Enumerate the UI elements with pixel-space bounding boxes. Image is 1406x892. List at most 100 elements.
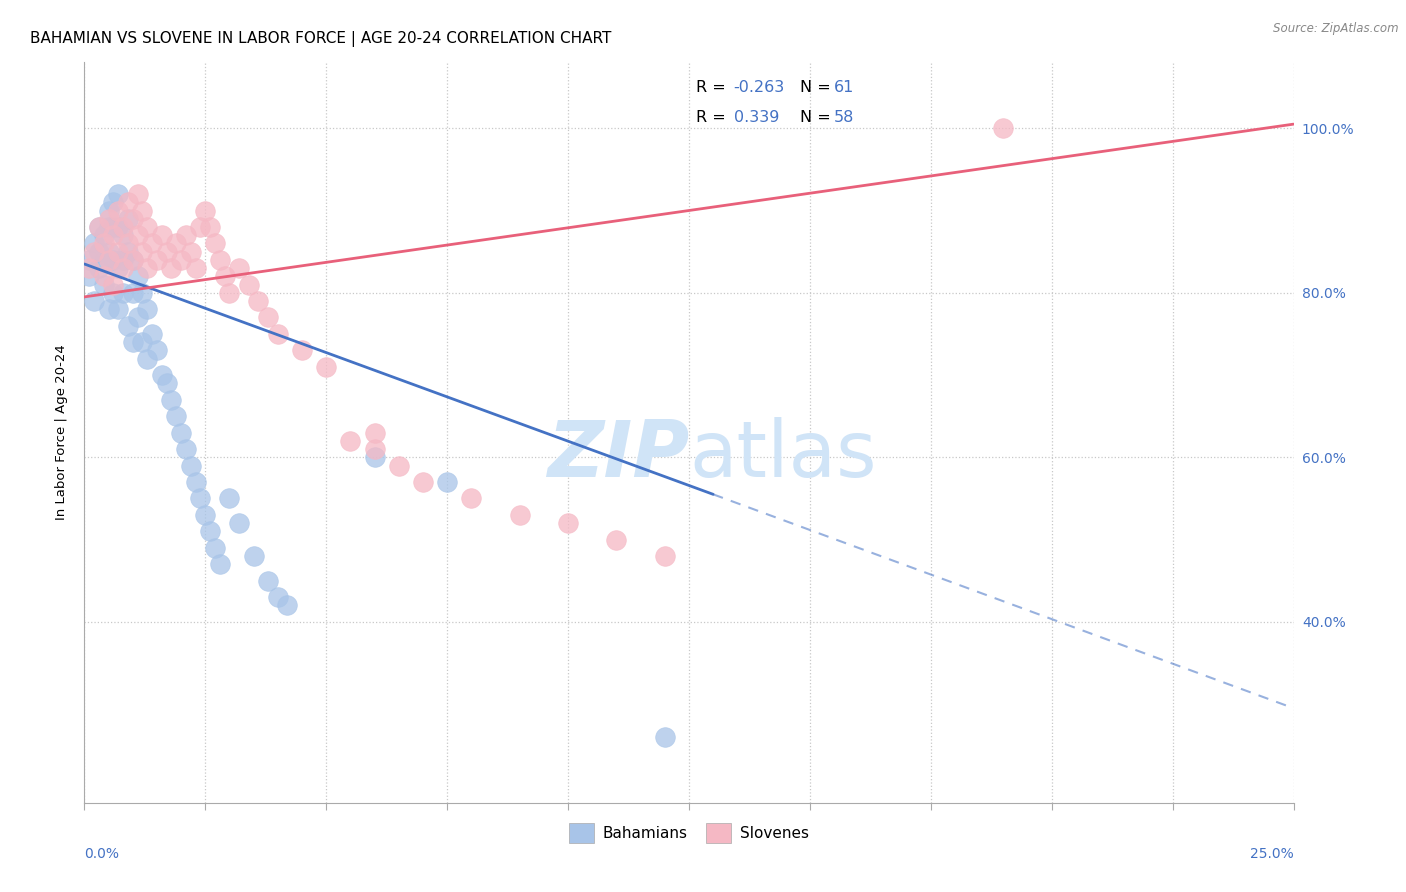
Point <box>107 203 129 218</box>
Point <box>184 475 207 489</box>
Point <box>97 244 120 259</box>
Point <box>127 310 149 325</box>
Point <box>146 343 169 358</box>
Text: N =: N = <box>800 110 837 125</box>
Point <box>190 219 212 234</box>
Point <box>509 508 531 522</box>
Point <box>117 244 139 259</box>
Point <box>165 236 187 251</box>
Point <box>198 219 221 234</box>
Point <box>121 285 143 300</box>
Point <box>257 310 280 325</box>
Point <box>97 302 120 317</box>
Text: 0.0%: 0.0% <box>84 847 120 861</box>
Point <box>121 252 143 267</box>
Point <box>363 450 385 465</box>
Point <box>97 211 120 226</box>
Point <box>228 261 250 276</box>
Point <box>136 302 159 317</box>
Point <box>150 228 173 243</box>
Point <box>460 491 482 506</box>
Text: 58: 58 <box>834 110 855 125</box>
Point <box>218 491 240 506</box>
Point <box>155 376 177 391</box>
Point <box>103 252 125 267</box>
Point <box>194 508 217 522</box>
Point <box>77 252 100 267</box>
Point <box>83 293 105 308</box>
Text: 0.339: 0.339 <box>734 110 779 125</box>
Point <box>150 368 173 382</box>
Text: N =: N = <box>800 80 837 95</box>
Point <box>363 425 385 440</box>
Point <box>228 516 250 530</box>
Point <box>993 121 1015 136</box>
Point <box>654 730 676 744</box>
Point <box>131 203 153 218</box>
Point <box>77 261 100 276</box>
Point <box>93 228 115 243</box>
Point <box>180 458 202 473</box>
Point <box>170 425 193 440</box>
Point <box>160 392 183 407</box>
Point <box>363 442 385 456</box>
Point <box>87 261 110 276</box>
Point <box>87 219 110 234</box>
Y-axis label: In Labor Force | Age 20-24: In Labor Force | Age 20-24 <box>55 344 69 521</box>
Point <box>160 261 183 276</box>
Point <box>87 244 110 259</box>
Point <box>654 549 676 563</box>
Point <box>93 269 115 284</box>
Text: 25.0%: 25.0% <box>1250 847 1294 861</box>
Point <box>127 187 149 202</box>
Point <box>112 228 135 243</box>
Point <box>103 195 125 210</box>
Point <box>194 203 217 218</box>
Point <box>339 434 361 448</box>
Point <box>117 318 139 333</box>
Point <box>83 244 105 259</box>
Point <box>141 236 163 251</box>
Point <box>155 244 177 259</box>
Point <box>117 236 139 251</box>
Point <box>204 236 226 251</box>
Point <box>436 475 458 489</box>
Point <box>107 302 129 317</box>
Point <box>605 533 627 547</box>
Point <box>198 524 221 539</box>
Text: -0.263: -0.263 <box>734 80 785 95</box>
Point <box>83 236 105 251</box>
Point <box>117 211 139 226</box>
Point <box>146 252 169 267</box>
Point <box>131 335 153 350</box>
Point <box>204 541 226 555</box>
Point <box>208 558 231 572</box>
Point <box>291 343 314 358</box>
Point <box>208 252 231 267</box>
Point <box>136 261 159 276</box>
Point <box>214 269 236 284</box>
Point <box>112 261 135 276</box>
Point <box>107 261 129 276</box>
Point <box>131 285 153 300</box>
Text: 61: 61 <box>834 80 855 95</box>
Point <box>117 195 139 210</box>
Point <box>97 252 120 267</box>
Text: atlas: atlas <box>689 417 876 493</box>
Point <box>174 442 197 456</box>
Point <box>127 269 149 284</box>
Point <box>107 187 129 202</box>
Point <box>170 252 193 267</box>
Point <box>87 219 110 234</box>
Point <box>103 277 125 292</box>
Point <box>77 269 100 284</box>
Point <box>103 228 125 243</box>
Point <box>107 244 129 259</box>
Point <box>184 261 207 276</box>
Point <box>242 549 264 563</box>
Point <box>97 219 120 234</box>
Point <box>93 252 115 267</box>
Point <box>97 203 120 218</box>
Point <box>165 409 187 424</box>
Point <box>93 236 115 251</box>
